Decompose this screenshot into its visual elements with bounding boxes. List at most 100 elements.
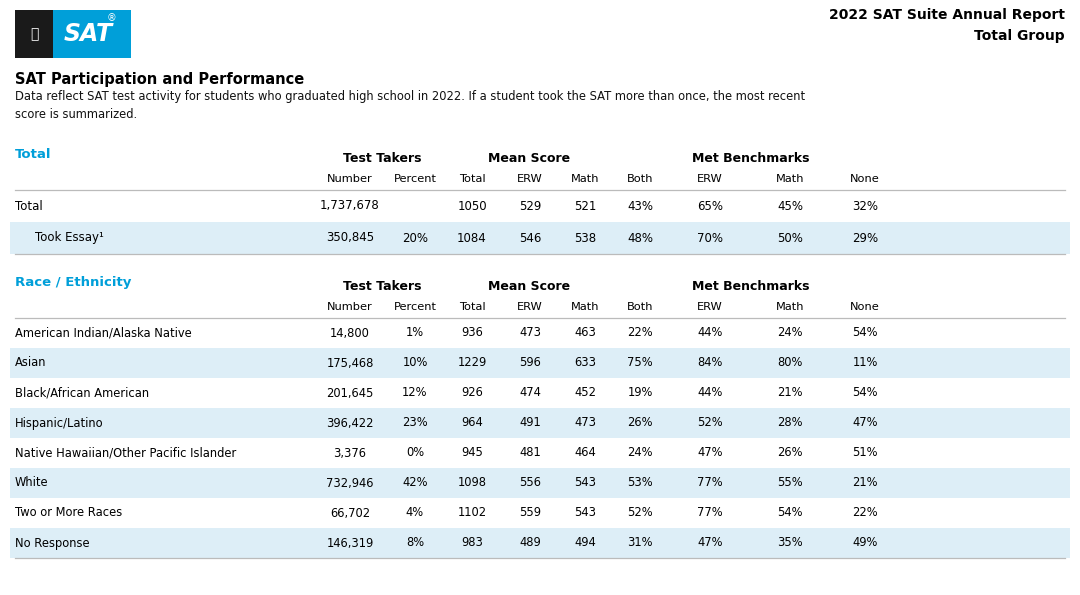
- Text: Math: Math: [570, 302, 599, 312]
- Text: 0%: 0%: [406, 446, 424, 459]
- Text: 32%: 32%: [852, 199, 878, 212]
- Text: 20%: 20%: [402, 231, 428, 245]
- Text: 49%: 49%: [852, 537, 878, 550]
- Bar: [53, 10, 131, 58]
- Text: 538: 538: [573, 231, 596, 245]
- Text: 464: 464: [575, 446, 596, 459]
- Text: SAT: SAT: [64, 22, 112, 46]
- Text: 12%: 12%: [402, 387, 428, 399]
- Text: Native Hawaiian/Other Pacific Islander: Native Hawaiian/Other Pacific Islander: [15, 446, 237, 459]
- Text: 22%: 22%: [627, 327, 652, 340]
- Text: Two or More Races: Two or More Races: [15, 506, 122, 519]
- Text: 14,800: 14,800: [330, 327, 370, 340]
- Text: 21%: 21%: [778, 387, 802, 399]
- Text: Data reflect SAT test activity for students who graduated high school in 2022. I: Data reflect SAT test activity for stude…: [15, 90, 805, 121]
- Text: 1098: 1098: [458, 477, 486, 490]
- Text: 452: 452: [573, 387, 596, 399]
- Text: 84%: 84%: [698, 356, 723, 369]
- Text: Total: Total: [459, 302, 485, 312]
- Text: Total: Total: [15, 199, 43, 212]
- Text: 396,422: 396,422: [326, 416, 374, 430]
- Text: 494: 494: [575, 537, 596, 550]
- Text: ERW: ERW: [697, 302, 723, 312]
- Text: 45%: 45%: [777, 199, 804, 212]
- Text: 556: 556: [519, 477, 541, 490]
- Text: 463: 463: [575, 327, 596, 340]
- Bar: [10, 222, 1070, 254]
- Text: 26%: 26%: [627, 416, 652, 430]
- Text: Black/African American: Black/African American: [15, 387, 149, 399]
- Text: 936: 936: [461, 327, 483, 340]
- Text: 52%: 52%: [627, 506, 652, 519]
- Text: 964: 964: [461, 416, 483, 430]
- Text: Math: Math: [570, 174, 599, 184]
- Text: 28%: 28%: [778, 416, 802, 430]
- Text: 19%: 19%: [627, 387, 652, 399]
- Text: Test Takers: Test Takers: [343, 280, 422, 293]
- Bar: [10, 468, 1070, 498]
- Text: Test Takers: Test Takers: [343, 152, 422, 165]
- Text: ®: ®: [107, 13, 117, 23]
- Text: None: None: [850, 302, 880, 312]
- Text: Math: Math: [775, 174, 805, 184]
- Text: 1102: 1102: [458, 506, 487, 519]
- Bar: [15, 10, 53, 58]
- Text: 29%: 29%: [852, 231, 878, 245]
- Text: 24%: 24%: [778, 327, 802, 340]
- Text: Race / Ethnicity: Race / Ethnicity: [15, 276, 132, 289]
- Text: ERW: ERW: [517, 302, 543, 312]
- Text: ERW: ERW: [517, 174, 543, 184]
- Text: 42%: 42%: [402, 477, 428, 490]
- Text: Math: Math: [775, 302, 805, 312]
- Text: SAT Participation and Performance: SAT Participation and Performance: [15, 72, 305, 87]
- Text: 44%: 44%: [698, 327, 723, 340]
- Text: 65%: 65%: [697, 199, 723, 212]
- Text: Took Essay¹: Took Essay¹: [35, 231, 104, 245]
- Text: Both: Both: [626, 302, 653, 312]
- Text: 489: 489: [519, 537, 541, 550]
- Text: 24%: 24%: [627, 446, 652, 459]
- Text: Total: Total: [15, 148, 52, 161]
- Text: Mean Score: Mean Score: [488, 152, 570, 165]
- Text: 4%: 4%: [406, 506, 424, 519]
- Text: 8%: 8%: [406, 537, 424, 550]
- Text: 543: 543: [573, 477, 596, 490]
- Text: 1,737,678: 1,737,678: [320, 199, 380, 212]
- Text: 146,319: 146,319: [326, 537, 374, 550]
- Text: 3,376: 3,376: [334, 446, 366, 459]
- Text: 54%: 54%: [778, 506, 802, 519]
- Text: 350,845: 350,845: [326, 231, 374, 245]
- Bar: [10, 528, 1070, 558]
- Text: Mean Score: Mean Score: [488, 280, 570, 293]
- Text: 11%: 11%: [852, 356, 878, 369]
- Text: 521: 521: [573, 199, 596, 212]
- Text: 543: 543: [573, 506, 596, 519]
- Text: 66,702: 66,702: [329, 506, 370, 519]
- Text: 23%: 23%: [402, 416, 428, 430]
- Text: 926: 926: [461, 387, 483, 399]
- Text: 474: 474: [519, 387, 541, 399]
- Text: 77%: 77%: [698, 477, 723, 490]
- Bar: [10, 348, 1070, 378]
- Text: 546: 546: [518, 231, 541, 245]
- Text: 26%: 26%: [778, 446, 802, 459]
- Text: 35%: 35%: [778, 537, 802, 550]
- Text: 51%: 51%: [852, 446, 878, 459]
- Text: 50%: 50%: [778, 231, 802, 245]
- Text: ERW: ERW: [697, 174, 723, 184]
- Text: 47%: 47%: [852, 416, 878, 430]
- Text: 22%: 22%: [852, 506, 878, 519]
- Text: 75%: 75%: [627, 356, 652, 369]
- Text: 473: 473: [519, 327, 541, 340]
- Text: 732,946: 732,946: [326, 477, 374, 490]
- Text: 983: 983: [461, 537, 483, 550]
- Text: Number: Number: [327, 174, 373, 184]
- Text: White: White: [15, 477, 49, 490]
- Text: 54%: 54%: [852, 327, 878, 340]
- Text: 1229: 1229: [457, 356, 487, 369]
- Text: 1084: 1084: [457, 231, 487, 245]
- Text: American Indian/Alaska Native: American Indian/Alaska Native: [15, 327, 192, 340]
- Text: 54%: 54%: [852, 387, 878, 399]
- Bar: [10, 408, 1070, 438]
- Text: 481: 481: [519, 446, 541, 459]
